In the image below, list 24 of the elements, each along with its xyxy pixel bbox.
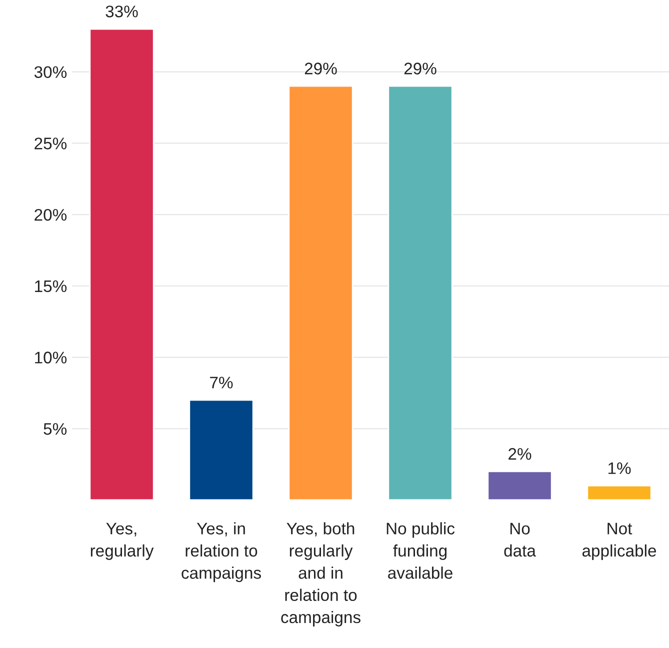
bar: [188, 399, 254, 500]
x-tick-label: No data: [504, 522, 536, 557]
bar: [487, 470, 552, 500]
bar: [288, 85, 354, 500]
data-label: 7%: [210, 376, 233, 388]
data-label: 29%: [404, 62, 436, 74]
y-tick-label: 10%: [35, 352, 67, 364]
bar: [388, 85, 453, 500]
data-label: 29%: [304, 62, 337, 74]
x-tick-label: Yes, regularly: [90, 522, 154, 560]
x-tick-label: No public funding available: [386, 522, 455, 579]
y-tick-label: 5%: [44, 423, 67, 435]
y-tick-label: 30%: [34, 66, 67, 78]
x-tick-label: Not applicable: [582, 522, 656, 560]
x-tick-label: Yes, both regularly and in relation to campaigns: [281, 522, 360, 626]
y-tick-label: 20%: [34, 208, 67, 221]
y-tick-label: 15%: [35, 280, 67, 292]
x-tick-label: Yes, in relation to campaigns: [182, 522, 261, 582]
bar: [89, 29, 154, 500]
y-tick-label: 25%: [34, 138, 67, 150]
data-label: 33%: [106, 6, 138, 18]
bar: [586, 485, 652, 500]
data-label: 2%: [508, 448, 532, 460]
data-label: 1%: [608, 462, 631, 474]
